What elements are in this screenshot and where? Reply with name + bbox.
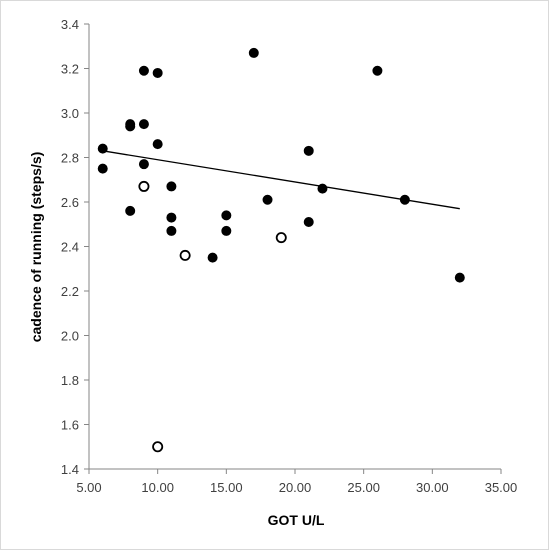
x-tick-label: 25.00 [347, 480, 380, 495]
data-point-filled [138, 65, 149, 76]
data-point-filled [138, 119, 149, 130]
data-point-filled [138, 159, 149, 170]
data-point-filled [207, 252, 218, 263]
x-tick-label: 30.00 [416, 480, 449, 495]
data-point-filled [97, 163, 108, 174]
data-point-filled [317, 183, 328, 194]
data-point-open [138, 180, 150, 192]
axes [88, 24, 501, 470]
data-point-filled [303, 145, 314, 156]
y-axis-ticks: 1.4 1.6 1.8 2.0 2.2 2.4 2.6 2.8 3.0 3.2 3.4 [61, 17, 89, 477]
x-tick-label: 10.00 [141, 480, 174, 495]
data-point-filled [303, 217, 314, 228]
y-axis-title: cadence of running (steps/s) [28, 152, 44, 343]
y-tick-label: 2.4 [61, 240, 79, 255]
y-tick-label: 2.2 [61, 284, 79, 299]
y-tick-label: 3.4 [61, 17, 79, 32]
data-point-filled [221, 225, 232, 236]
y-tick-label: 1.4 [61, 462, 79, 477]
y-tick-label: 3.2 [61, 62, 79, 77]
y-tick-label: 2.8 [61, 151, 79, 166]
data-point-open [179, 249, 191, 261]
x-tick-label: 15.00 [210, 480, 243, 495]
data-points [97, 47, 465, 453]
x-tick-label: 20.00 [279, 480, 312, 495]
data-point-filled [152, 67, 163, 78]
data-point-filled [97, 143, 108, 154]
data-point-filled [372, 65, 383, 76]
data-point-filled [166, 212, 177, 223]
data-point-filled [166, 181, 177, 192]
data-point-filled [221, 210, 232, 221]
y-tick-label: 2.0 [61, 329, 79, 344]
y-tick-label: 2.6 [61, 195, 79, 210]
y-tick-label: 3.0 [61, 106, 79, 121]
data-point-open [152, 441, 164, 453]
data-point-filled [125, 121, 136, 132]
y-tick-label: 1.8 [61, 373, 79, 388]
x-axis-title: GOT U/L [268, 512, 325, 528]
data-point-filled [399, 194, 410, 205]
data-point-filled [166, 225, 177, 236]
x-tick-label: 35.00 [485, 480, 518, 495]
data-point-filled [262, 194, 273, 205]
data-point-filled [152, 139, 163, 150]
x-tick-label: 5.00 [76, 480, 101, 495]
data-point-filled [248, 47, 259, 58]
x-axis-ticks: 5.00 10.00 15.00 20.00 25.00 30.00 35.00 [76, 469, 517, 495]
data-point-filled [125, 205, 136, 216]
data-point-filled [454, 272, 465, 283]
y-tick-label: 1.6 [61, 418, 79, 433]
data-point-open [275, 232, 287, 244]
